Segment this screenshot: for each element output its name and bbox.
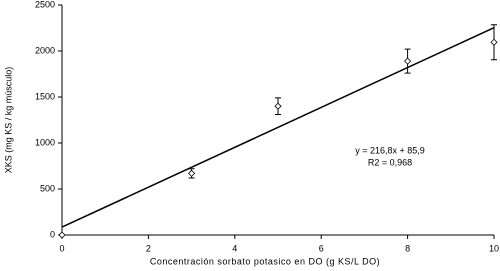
x-tick-label: 6 bbox=[319, 243, 324, 253]
trendline bbox=[61, 26, 495, 228]
x-tick-label: 2 bbox=[146, 243, 151, 253]
y-tick-label: 0 bbox=[50, 229, 55, 239]
y-tick-label: 500 bbox=[40, 183, 55, 193]
x-tick-label: 0 bbox=[59, 243, 64, 253]
x-axis-label: Concentración sorbato potasico en DO (g … bbox=[150, 256, 380, 266]
x-tick-label: 10 bbox=[489, 243, 499, 253]
data-point bbox=[188, 169, 196, 177]
y-axis-label: XKS (mg KS / kg músculo) bbox=[3, 67, 13, 174]
y-tick-label: 2000 bbox=[35, 45, 55, 55]
data-point bbox=[274, 102, 282, 110]
x-tick-label: 4 bbox=[232, 243, 237, 253]
trendline-r2: R2 = 0,968 bbox=[368, 157, 412, 167]
y-tick-label: 1000 bbox=[35, 137, 55, 147]
trendline-equation: y = 216,8x + 85,9 bbox=[355, 145, 425, 155]
x-tick-label: 8 bbox=[405, 243, 410, 253]
data-point bbox=[404, 57, 412, 65]
data-point bbox=[490, 38, 498, 46]
y-tick-label: 1500 bbox=[35, 91, 55, 101]
data-point bbox=[58, 231, 66, 239]
y-tick-label: 2500 bbox=[35, 0, 55, 9]
